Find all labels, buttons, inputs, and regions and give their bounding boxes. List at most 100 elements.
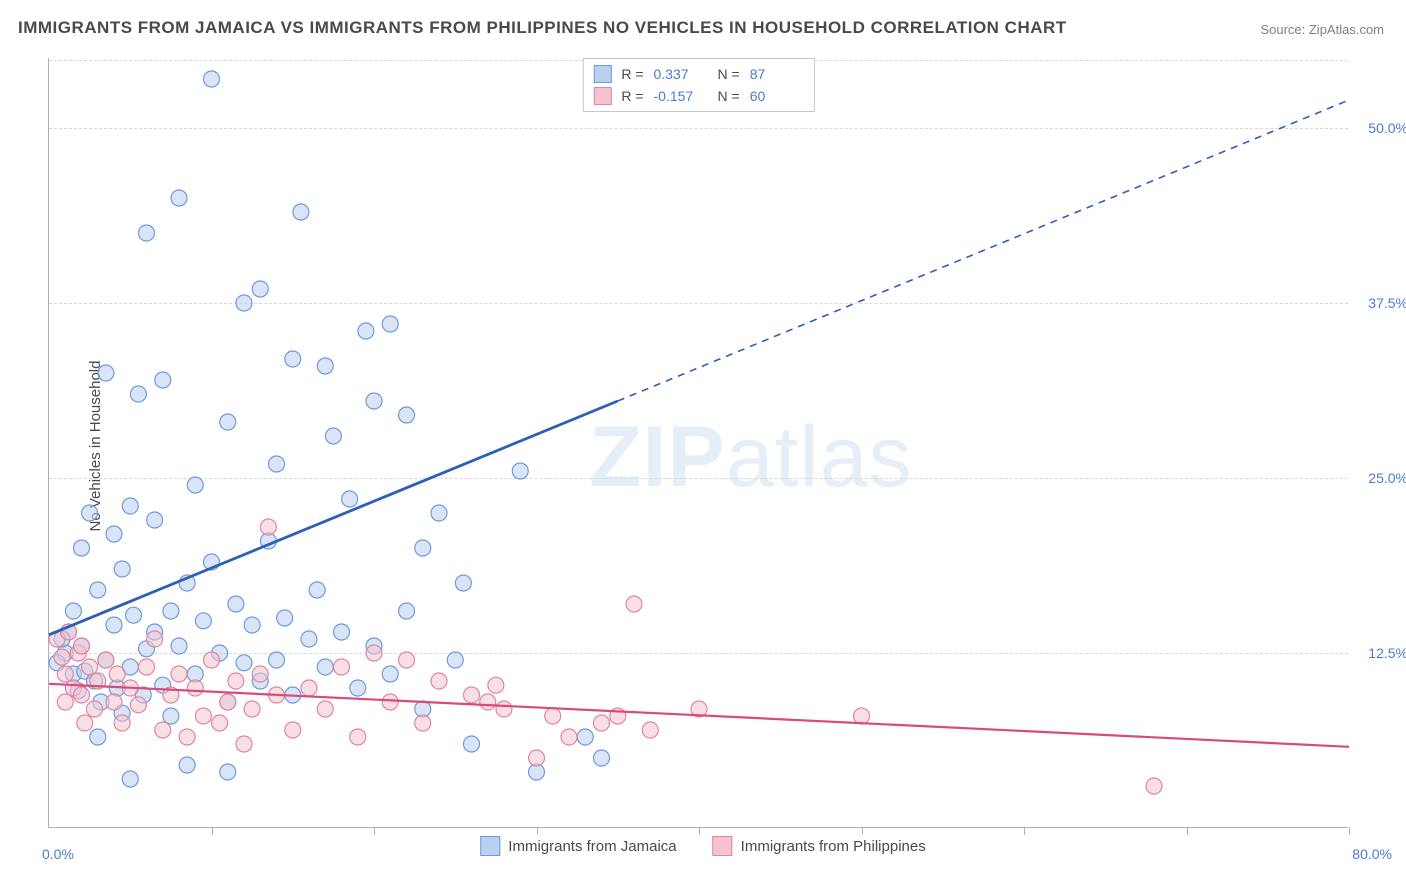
data-point	[415, 715, 431, 731]
data-point	[212, 715, 228, 731]
data-point	[350, 729, 366, 745]
trend-line	[618, 100, 1349, 401]
data-point	[382, 316, 398, 332]
data-point	[114, 715, 130, 731]
data-point	[317, 358, 333, 374]
data-point	[74, 638, 90, 654]
data-point	[98, 652, 114, 668]
data-point	[325, 428, 341, 444]
data-point	[342, 491, 358, 507]
data-point	[350, 680, 366, 696]
y-tick-label: 12.5%	[1368, 645, 1406, 661]
data-point	[642, 722, 658, 738]
x-tick	[1024, 827, 1025, 835]
data-point	[187, 680, 203, 696]
plot-area: ZIPatlas 12.5%25.0%37.5%50.0% R =0.337N …	[48, 58, 1348, 828]
data-point	[464, 687, 480, 703]
data-point	[545, 708, 561, 724]
data-point	[155, 372, 171, 388]
data-point	[228, 673, 244, 689]
data-point	[293, 204, 309, 220]
data-point	[382, 666, 398, 682]
stats-n-value: 60	[750, 88, 804, 104]
data-point	[171, 666, 187, 682]
data-point	[529, 750, 545, 766]
data-point	[155, 722, 171, 738]
stats-legend-box: R =0.337N =87R =-0.157N =60	[582, 58, 814, 112]
bottom-legend: Immigrants from JamaicaImmigrants from P…	[474, 834, 931, 858]
data-point	[496, 701, 512, 717]
data-point	[301, 680, 317, 696]
data-point	[334, 624, 350, 640]
data-point	[114, 561, 130, 577]
chart-title: IMMIGRANTS FROM JAMAICA VS IMMIGRANTS FR…	[18, 18, 1067, 38]
data-point	[594, 715, 610, 731]
data-point	[77, 715, 93, 731]
legend-swatch	[713, 836, 733, 856]
data-point	[358, 323, 374, 339]
data-point	[277, 610, 293, 626]
data-point	[480, 694, 496, 710]
stats-r-value: -0.157	[654, 88, 708, 104]
data-point	[228, 596, 244, 612]
data-point	[464, 736, 480, 752]
x-axis-origin-label: 0.0%	[42, 846, 74, 862]
data-point	[488, 677, 504, 693]
data-point	[309, 582, 325, 598]
stats-n-label: N =	[718, 66, 740, 82]
data-point	[109, 666, 125, 682]
stats-r-label: R =	[621, 66, 643, 82]
stats-n-label: N =	[718, 88, 740, 104]
data-point	[195, 613, 211, 629]
data-point	[65, 603, 81, 619]
data-point	[626, 596, 642, 612]
stats-row: R =0.337N =87	[593, 63, 803, 85]
data-point	[74, 540, 90, 556]
data-point	[171, 190, 187, 206]
data-point	[285, 351, 301, 367]
data-point	[301, 631, 317, 647]
x-tick	[212, 827, 213, 835]
data-point	[317, 659, 333, 675]
data-point	[561, 729, 577, 745]
data-point	[577, 729, 593, 745]
legend-swatch	[480, 836, 500, 856]
data-point	[106, 694, 122, 710]
data-point	[399, 407, 415, 423]
data-point	[244, 617, 260, 633]
data-point	[130, 386, 146, 402]
data-point	[106, 617, 122, 633]
data-point	[98, 365, 114, 381]
data-point	[74, 687, 90, 703]
y-tick-label: 37.5%	[1368, 295, 1406, 311]
data-point	[204, 71, 220, 87]
data-point	[57, 666, 73, 682]
data-point	[455, 575, 471, 591]
data-point	[285, 722, 301, 738]
legend-swatch	[593, 65, 611, 83]
data-point	[126, 607, 142, 623]
data-point	[57, 694, 73, 710]
data-point	[260, 519, 276, 535]
data-point	[236, 736, 252, 752]
data-point	[195, 708, 211, 724]
stats-n-value: 87	[750, 66, 804, 82]
data-point	[90, 729, 106, 745]
data-point	[220, 694, 236, 710]
data-point	[87, 701, 103, 717]
y-tick-label: 50.0%	[1368, 120, 1406, 136]
data-point	[163, 708, 179, 724]
data-point	[431, 673, 447, 689]
data-point	[512, 463, 528, 479]
data-point	[179, 729, 195, 745]
data-point	[317, 701, 333, 717]
data-point	[236, 655, 252, 671]
data-point	[147, 512, 163, 528]
data-point	[399, 603, 415, 619]
x-tick	[374, 827, 375, 835]
stats-row: R =-0.157N =60	[593, 85, 803, 107]
data-point	[594, 750, 610, 766]
data-point	[204, 652, 220, 668]
data-point	[139, 659, 155, 675]
data-point	[82, 659, 98, 675]
